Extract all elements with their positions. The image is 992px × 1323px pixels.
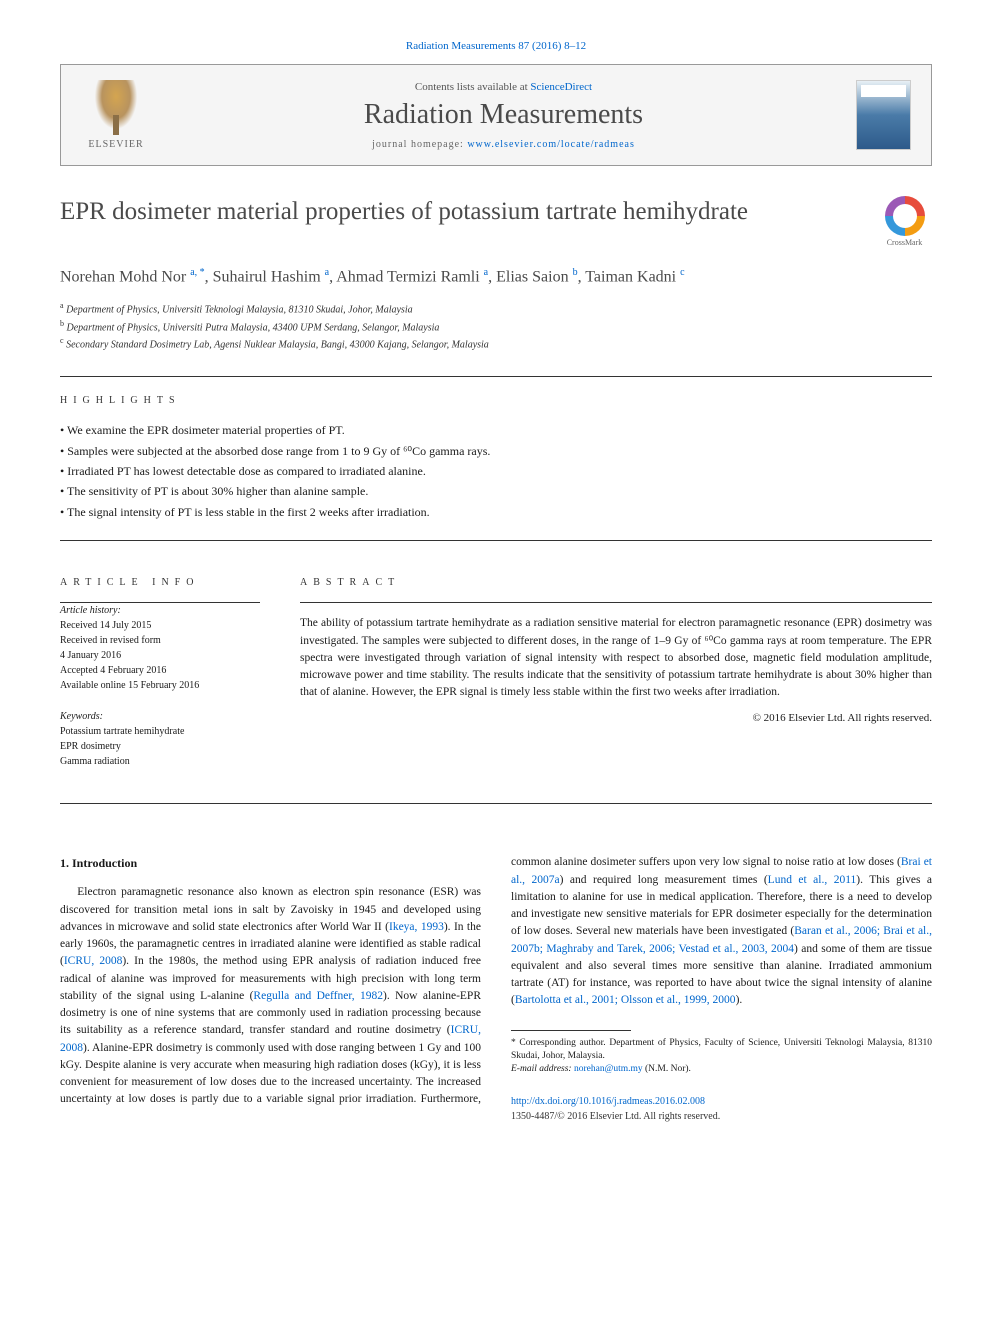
bottom-copyright: 1350-4487/© 2016 Elsevier Ltd. All right… — [511, 1109, 932, 1124]
article-history: Article history: Received 14 July 2015 R… — [60, 603, 260, 693]
homepage-line: journal homepage: www.elsevier.com/locat… — [151, 139, 856, 150]
abstract-text: The ability of potassium tartrate hemihy… — [300, 615, 932, 701]
footnote-divider — [511, 1030, 631, 1031]
intro-paragraph: Electron paramagnetic resonance also kno… — [60, 854, 932, 1124]
email-line: E-mail address: norehan@utm.my (N.M. Nor… — [511, 1063, 932, 1076]
journal-cover-thumbnail[interactable] — [856, 80, 911, 150]
crossmark-label: CrossMark — [887, 238, 923, 247]
article-body: 1. Introduction Electron paramagnetic re… — [60, 854, 932, 1124]
highlight-item: The signal intensity of PT is less stabl… — [60, 502, 932, 522]
highlight-item: The sensitivity of PT is about 30% highe… — [60, 481, 932, 501]
article-title: EPR dosimeter material properties of pot… — [60, 196, 857, 229]
top-citation-link[interactable]: Radiation Measurements 87 (2016) 8–12 — [60, 40, 932, 52]
abstract-label: ABSTRACT — [300, 577, 932, 588]
affiliations: a Department of Physics, Universiti Tekn… — [60, 300, 932, 352]
corresponding-author-note: * Corresponding author. Department of Ph… — [511, 1037, 932, 1064]
elsevier-tree-icon — [91, 80, 141, 135]
elsevier-logo[interactable]: ELSEVIER — [81, 75, 151, 155]
doi-link[interactable]: http://dx.doi.org/10.1016/j.radmeas.2016… — [511, 1094, 932, 1109]
journal-header: ELSEVIER Contents lists available at Sci… — [60, 64, 932, 166]
homepage-link[interactable]: www.elsevier.com/locate/radmeas — [467, 139, 635, 150]
keywords: Keywords: Potassium tartrate hemihydrate… — [60, 709, 260, 769]
publisher-name: ELSEVIER — [88, 139, 143, 150]
crossmark-badge[interactable]: CrossMark — [877, 196, 932, 251]
highlight-item: Irradiated PT has lowest detectable dose… — [60, 461, 932, 481]
author-list: Norehan Mohd Nor a, *, Suhairul Hashim a… — [60, 267, 932, 286]
crossmark-icon — [885, 196, 925, 236]
intro-heading: 1. Introduction — [60, 854, 481, 872]
highlights-list: We examine the EPR dosimeter material pr… — [60, 420, 932, 522]
highlight-item: We examine the EPR dosimeter material pr… — [60, 420, 932, 440]
divider — [60, 540, 932, 541]
article-info-label: ARTICLE INFO — [60, 577, 260, 588]
journal-name: Radiation Measurements — [151, 99, 856, 131]
author-email-link[interactable]: norehan@utm.my — [574, 1064, 643, 1074]
divider — [60, 376, 932, 377]
highlight-item: Samples were subjected at the absorbed d… — [60, 441, 932, 461]
contents-available-text: Contents lists available at ScienceDirec… — [151, 81, 856, 93]
sciencedirect-link[interactable]: ScienceDirect — [530, 81, 592, 93]
abstract-copyright: © 2016 Elsevier Ltd. All rights reserved… — [300, 712, 932, 724]
highlights-label: HIGHLIGHTS — [60, 395, 932, 406]
divider — [60, 803, 932, 804]
divider — [300, 602, 932, 603]
